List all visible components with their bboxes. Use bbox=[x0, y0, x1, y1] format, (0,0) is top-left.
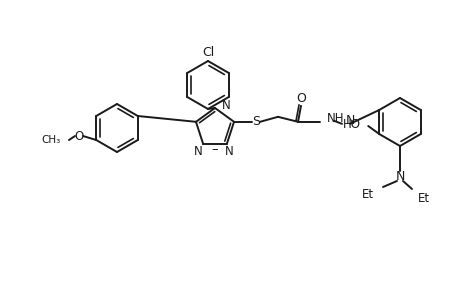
Text: HO: HO bbox=[342, 118, 360, 130]
Text: O: O bbox=[74, 130, 84, 142]
Text: N: N bbox=[394, 169, 404, 182]
Text: Cl: Cl bbox=[202, 46, 213, 59]
Text: O: O bbox=[296, 92, 305, 105]
Text: N: N bbox=[345, 114, 355, 127]
Text: NH: NH bbox=[326, 112, 344, 125]
Text: –: – bbox=[211, 143, 218, 156]
Text: Et: Et bbox=[417, 193, 429, 206]
Text: N: N bbox=[222, 98, 230, 112]
Text: N: N bbox=[224, 145, 233, 158]
Text: CH₃: CH₃ bbox=[42, 135, 61, 145]
Text: S: S bbox=[252, 115, 259, 128]
Text: Et: Et bbox=[361, 188, 373, 200]
Text: N: N bbox=[193, 145, 202, 158]
